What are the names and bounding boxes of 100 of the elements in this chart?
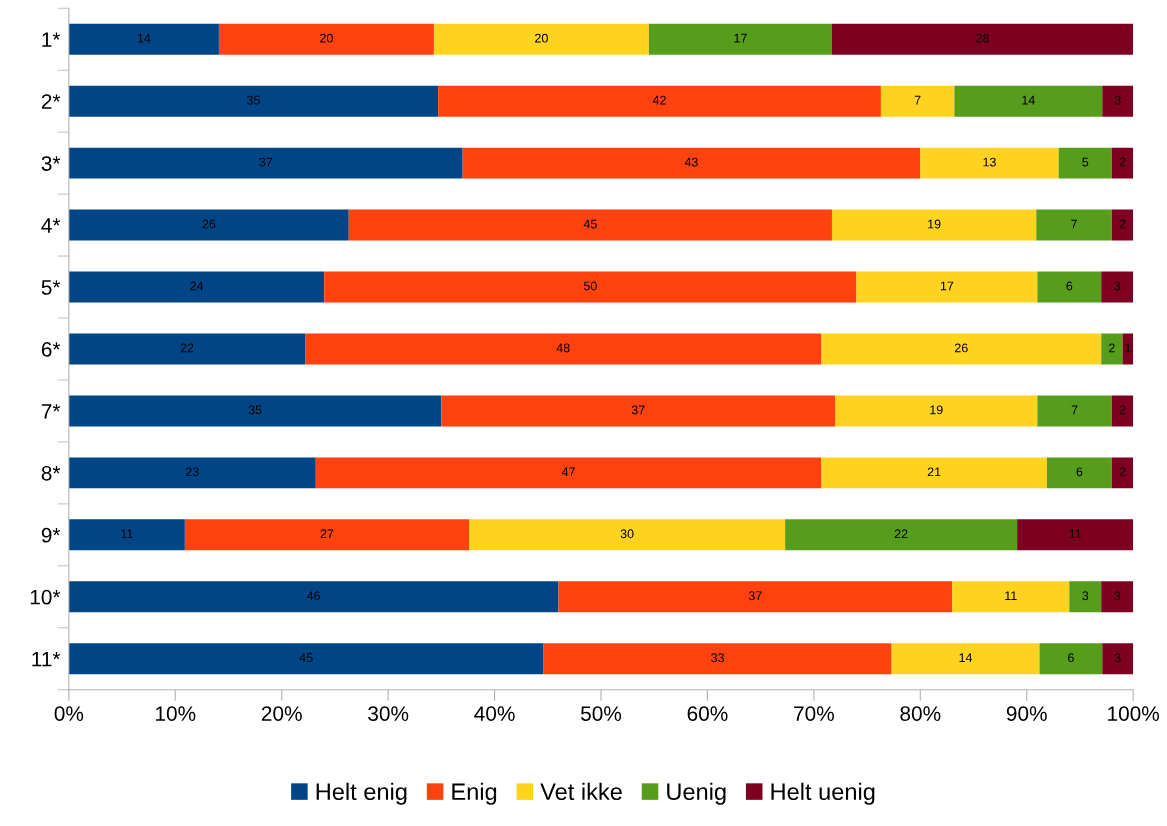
- data-label: 20: [320, 33, 333, 43]
- y-tick-label: 4*: [41, 218, 61, 233]
- bar: [1037, 271, 1102, 303]
- x-tick-label: 10%: [156, 706, 196, 721]
- x-tick-label: 90%: [1006, 706, 1047, 721]
- data-label: 45: [299, 653, 313, 663]
- data-label: 42: [652, 95, 666, 105]
- y-tick-label: 8*: [41, 465, 61, 481]
- data-label: 19: [930, 405, 943, 415]
- data-label: 37: [748, 591, 762, 601]
- bar: [1101, 581, 1134, 613]
- bar: [68, 147, 463, 179]
- bar: [835, 395, 1038, 427]
- bar: [1102, 85, 1134, 117]
- bar: [1069, 581, 1102, 613]
- data-label: 19: [928, 219, 941, 229]
- bar: [891, 643, 1040, 675]
- data-label: 35: [247, 95, 260, 105]
- data-label: 6: [1076, 467, 1083, 477]
- bar: [68, 23, 219, 55]
- y-tick-label: 11*: [32, 651, 61, 667]
- bar: [880, 85, 955, 117]
- x-tick-label: 20%: [261, 706, 302, 721]
- bar: [348, 209, 832, 241]
- bar: [831, 209, 1037, 241]
- data-label: 20: [535, 33, 548, 43]
- x-tick-label: 40%: [474, 706, 515, 721]
- data-label: 1: [1125, 343, 1131, 353]
- bar: [920, 147, 1059, 179]
- data-label: 21: [927, 467, 941, 477]
- data-label: 11: [1069, 529, 1082, 539]
- bar: [954, 85, 1103, 117]
- bar: [462, 147, 921, 179]
- data-label: 6: [1066, 281, 1073, 291]
- x-tick-label: 100%: [1108, 706, 1160, 721]
- bar: [441, 395, 836, 427]
- data-label: 5: [1082, 157, 1089, 167]
- bar: [1058, 147, 1112, 179]
- data-label: 2: [1109, 343, 1115, 353]
- bar: [469, 519, 786, 551]
- bar: [1101, 271, 1134, 303]
- data-label: 17: [940, 281, 954, 291]
- y-tick-label: 3*: [41, 156, 61, 171]
- data-label: 26: [954, 343, 968, 353]
- bar: [856, 271, 1038, 303]
- bar: [68, 395, 442, 427]
- x-tick-label: 0%: [54, 706, 84, 721]
- y-tick-label: 1*: [42, 32, 61, 47]
- x-tick-label: 30%: [368, 706, 409, 721]
- data-label: 28: [976, 33, 989, 43]
- y-tick-label: 9*: [41, 527, 61, 543]
- y-tick-label: 2*: [41, 94, 61, 109]
- bar: [1017, 519, 1134, 551]
- data-label: 47: [561, 467, 575, 477]
- data-label: 46: [306, 591, 321, 601]
- data-label: 45: [583, 219, 597, 229]
- data-label: 6: [1068, 653, 1074, 663]
- data-label: 3: [1114, 653, 1121, 663]
- bar: [315, 457, 822, 489]
- bar: [821, 457, 1047, 489]
- bar: [785, 519, 1018, 551]
- bar: [438, 85, 881, 117]
- bar: [218, 23, 434, 55]
- bar: [433, 23, 649, 55]
- bar: [952, 581, 1070, 613]
- y-tick-label: 6*: [41, 341, 61, 357]
- bar: [1111, 209, 1134, 241]
- data-label: 24: [190, 281, 204, 291]
- data-label: 3: [1114, 591, 1121, 601]
- data-label: 27: [320, 529, 334, 539]
- data-label: 7: [1071, 219, 1077, 229]
- y-tick-label: 5*: [41, 280, 61, 295]
- data-label: 26: [202, 219, 216, 229]
- x-tick-label: 50%: [580, 706, 622, 721]
- data-label: 43: [684, 157, 698, 167]
- data-label: 2: [1119, 219, 1126, 229]
- bar: [1111, 457, 1134, 489]
- data-label: 50: [583, 281, 597, 291]
- bar: [543, 643, 892, 675]
- bar: [558, 581, 953, 613]
- bar: [1102, 643, 1134, 675]
- bar: [68, 209, 349, 241]
- x-tick-label: 60%: [687, 706, 728, 721]
- bar: [831, 23, 1134, 55]
- x-tick-label: 80%: [900, 706, 941, 721]
- data-label: 3: [1082, 591, 1089, 601]
- legend-label: Helt uenig: [771, 782, 875, 805]
- data-label: 35: [248, 405, 262, 415]
- data-label: 37: [631, 405, 645, 415]
- bar: [1111, 395, 1134, 427]
- bar: [68, 581, 559, 613]
- bar: [648, 23, 832, 55]
- bar: [68, 519, 185, 551]
- data-label: 22: [894, 529, 908, 539]
- legend-label: Uenig: [667, 782, 726, 805]
- legend-label: Helt enig: [316, 782, 407, 805]
- bar: [68, 333, 306, 365]
- y-tick-label: 7*: [41, 404, 61, 419]
- data-label: 22: [180, 343, 194, 353]
- data-label: 3: [1114, 95, 1121, 105]
